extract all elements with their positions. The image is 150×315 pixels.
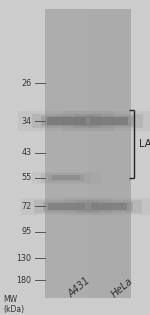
Text: 34: 34 [21, 117, 32, 126]
Bar [52, 175, 80, 180]
Text: MW
(kDa): MW (kDa) [3, 295, 24, 314]
Bar [62, 112, 150, 131]
Text: 130: 130 [16, 254, 32, 263]
Bar [32, 172, 101, 184]
Bar [47, 117, 86, 125]
Text: HeLa: HeLa [109, 276, 135, 299]
Text: 95: 95 [21, 227, 32, 236]
Text: 72: 72 [21, 202, 32, 211]
Text: A431: A431 [66, 275, 92, 299]
Text: 55: 55 [21, 174, 32, 182]
Bar [41, 116, 91, 126]
Bar [76, 200, 142, 213]
Bar [90, 117, 128, 125]
Bar [32, 114, 101, 129]
Bar [85, 202, 133, 211]
Bar [18, 112, 114, 131]
Bar [64, 198, 150, 215]
Bar [88, 9, 130, 298]
Bar [48, 175, 84, 181]
Bar [91, 203, 127, 210]
Bar [45, 9, 88, 298]
Text: 180: 180 [16, 276, 32, 285]
Text: LAL: LAL [139, 139, 150, 149]
Text: 43: 43 [21, 148, 32, 157]
Bar [48, 203, 85, 210]
Text: 26: 26 [21, 79, 32, 88]
Bar [75, 114, 143, 129]
Bar [85, 116, 134, 126]
Bar [34, 200, 99, 213]
Bar [43, 202, 90, 211]
Bar [45, 9, 130, 298]
Bar [21, 198, 112, 215]
Bar [41, 174, 91, 182]
